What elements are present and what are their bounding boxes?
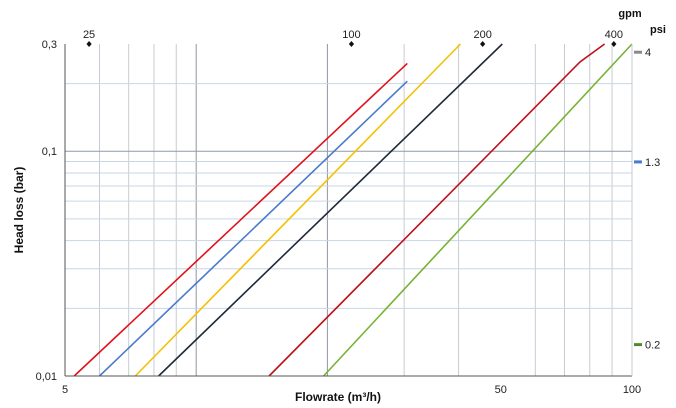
gpm-marker <box>86 41 92 47</box>
x-tick-label: 5 <box>62 384 68 396</box>
gpm-marker <box>480 41 486 47</box>
y-tick-label: 0,01 <box>36 371 57 383</box>
x-tick-label: 100 <box>623 384 641 396</box>
y-tick-label: 0,3 <box>42 39 57 51</box>
series-line-2 <box>98 80 408 377</box>
y-tick-label: 0,1 <box>42 146 57 158</box>
psi-tick-label: 0.2 <box>645 340 660 352</box>
y-axis-title: Head loss (bar) <box>12 167 26 254</box>
series-line-5 <box>268 43 606 377</box>
series-line-3 <box>134 43 462 377</box>
psi-tick-label: 4 <box>645 47 651 59</box>
psi-tick-label: 1.3 <box>645 157 660 169</box>
gpm-unit-label: gpm <box>618 8 641 20</box>
series-layer <box>73 43 633 377</box>
gpm-tick-label: 100 <box>342 29 360 41</box>
series-line-4 <box>158 43 503 377</box>
x-tick-label: 50 <box>495 384 507 396</box>
axis-markers <box>86 41 642 347</box>
series-line-6 <box>323 43 633 377</box>
grid <box>65 44 632 376</box>
gpm-tick-label: 400 <box>605 29 623 41</box>
x-axis-title: Flowrate (m³/h) <box>295 390 381 404</box>
axis-labels: 5 50 100 0,01 0,1 0,3 25 100 200 400 gpm 4 1.3 0.2 psi… <box>12 8 666 404</box>
gpm-tick-label: 25 <box>83 29 95 41</box>
series-line-1 <box>73 62 408 377</box>
psi-unit-label: psi <box>650 24 666 36</box>
plot-frame <box>64 44 633 377</box>
gpm-tick-label: 200 <box>473 29 491 41</box>
gpm-marker <box>611 41 617 47</box>
gpm-marker <box>348 41 355 47</box>
